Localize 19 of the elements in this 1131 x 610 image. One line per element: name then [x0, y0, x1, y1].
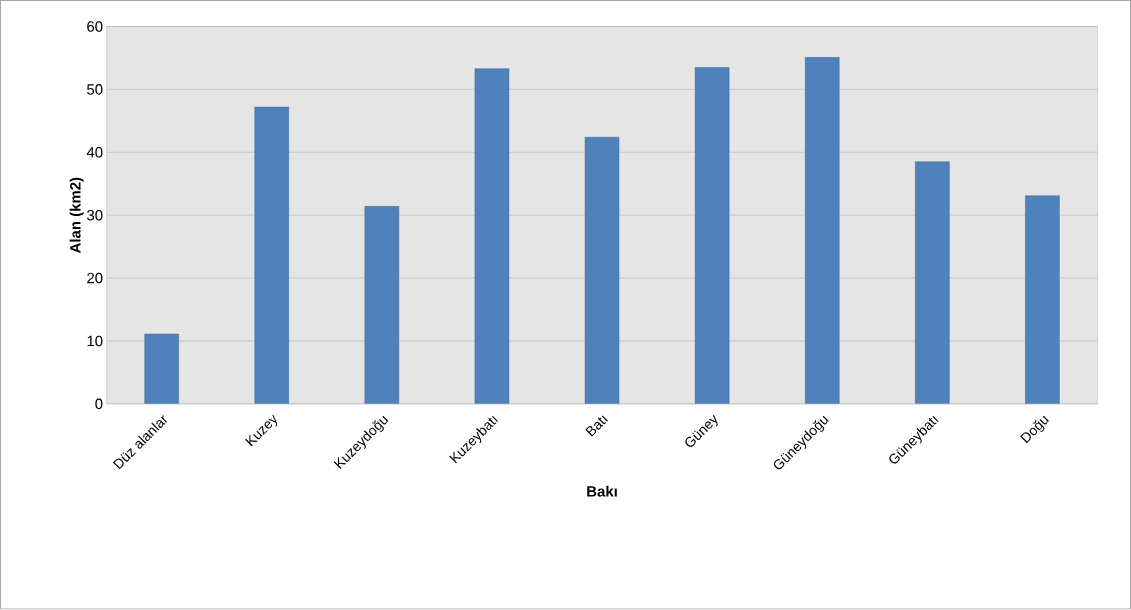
- y-tick-label: 30: [87, 210, 103, 221]
- y-axis-title: Alan (km2): [69, 177, 84, 254]
- bar: [474, 68, 510, 405]
- bar: [805, 57, 840, 405]
- y-tick-label: 0: [95, 398, 103, 410]
- y-tick-label: 50: [87, 84, 103, 95]
- bar: [364, 206, 400, 405]
- bar: [584, 137, 620, 405]
- y-tick-label: 20: [87, 273, 103, 284]
- bar: [254, 107, 289, 405]
- bar: [144, 334, 179, 405]
- x-tick-label: Batı: [585, 415, 608, 437]
- y-tick-label: 40: [86, 147, 103, 158]
- bar: [915, 161, 950, 405]
- bar: [694, 67, 730, 405]
- x-axis-title: Bakı: [587, 485, 617, 497]
- y-tick-label: 10: [87, 335, 103, 347]
- bar: [1025, 195, 1060, 405]
- y-tick-label: 60: [87, 21, 103, 33]
